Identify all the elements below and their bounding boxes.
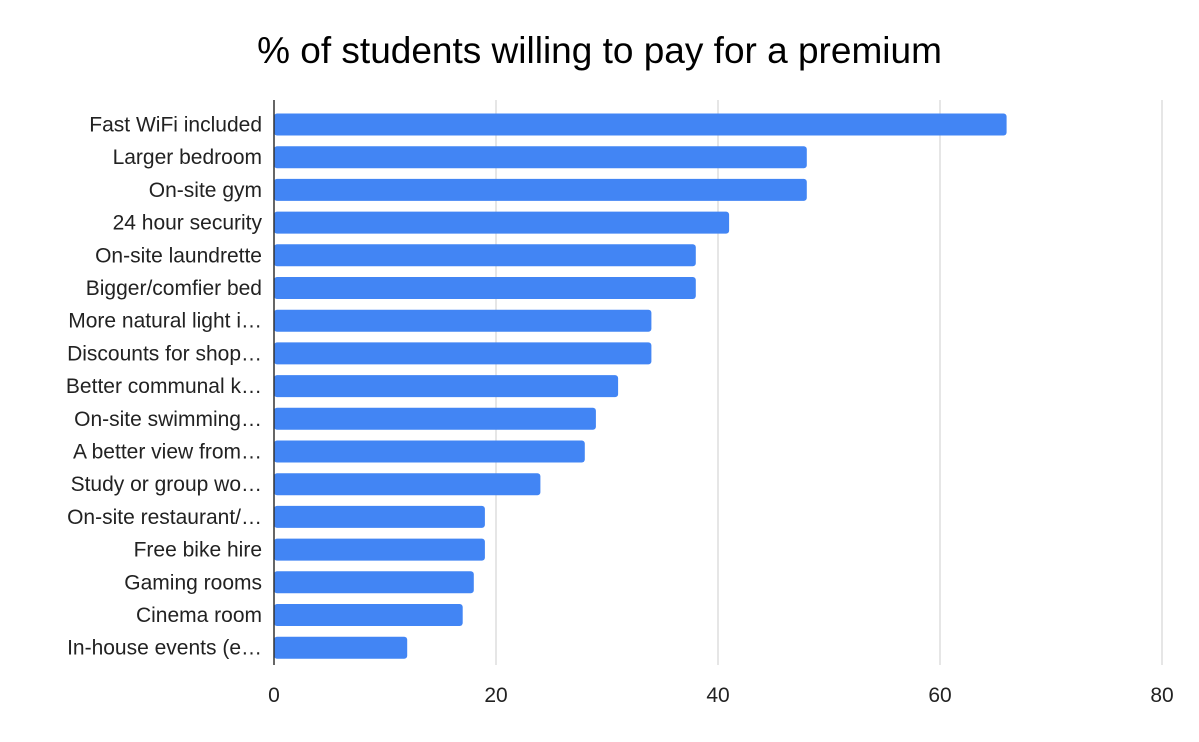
category-label: In-house events (e… [67, 637, 262, 660]
x-tick-label: 60 [928, 684, 951, 707]
bar [274, 211, 730, 234]
category-label: On-site laundrette [95, 244, 262, 267]
x-tick-labels: 0 20 40 60 80 [268, 684, 1174, 707]
category-label: Discounts for shop… [67, 342, 262, 365]
category-label: Larger bedroom [113, 146, 262, 169]
bar [274, 342, 652, 365]
category-label: Gaming rooms [124, 571, 262, 594]
bar [274, 146, 807, 169]
category-label: Cinema room [136, 604, 262, 627]
category-labels: Fast WiFi included Larger bedroom On-site … [66, 114, 263, 660]
bar [274, 636, 408, 659]
category-label: On-site restaurant/… [67, 506, 262, 529]
x-tick-label: 40 [706, 684, 729, 707]
bar [274, 440, 585, 463]
category-label: More natural light i… [68, 310, 262, 333]
category-label: Better communal k… [66, 375, 262, 398]
bar [274, 505, 485, 528]
category-label: On-site swimming… [74, 408, 262, 431]
bar [274, 604, 463, 626]
bar [274, 375, 619, 398]
category-label: Study or group wo… [71, 473, 262, 496]
category-label: On-site gym [149, 179, 262, 202]
bar [274, 244, 696, 267]
bar [274, 407, 596, 430]
category-label: Bigger/comfier bed [86, 277, 262, 300]
bar [274, 571, 474, 594]
bar [274, 178, 807, 201]
bar [274, 277, 696, 299]
category-label: A better view from… [73, 441, 262, 464]
chart-title: % of students willing to pay for a premi… [257, 30, 942, 71]
bar [274, 473, 541, 496]
category-label: Free bike hire [134, 539, 262, 562]
category-label: Fast WiFi included [89, 114, 262, 137]
x-tick-label: 80 [1150, 684, 1173, 707]
bars [274, 113, 1007, 659]
bar [274, 538, 485, 561]
x-tick-label: 0 [268, 684, 280, 707]
category-label: 24 hour security [113, 212, 263, 235]
bar [274, 309, 652, 332]
bar [274, 113, 1007, 136]
x-tick-label: 20 [484, 684, 507, 707]
